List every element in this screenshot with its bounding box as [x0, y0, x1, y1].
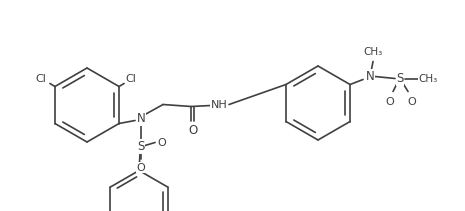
Text: N: N [365, 70, 374, 83]
Text: S: S [396, 72, 404, 85]
Text: S: S [137, 140, 145, 153]
Text: O: O [408, 96, 417, 107]
Text: CH₃: CH₃ [418, 73, 438, 84]
Text: O: O [385, 96, 394, 107]
Text: N: N [137, 112, 146, 125]
Text: CH₃: CH₃ [364, 46, 383, 57]
Text: Cl: Cl [126, 73, 137, 84]
Text: O: O [188, 124, 198, 137]
Text: O: O [137, 162, 146, 173]
Text: O: O [158, 138, 166, 147]
Text: Cl: Cl [35, 73, 46, 84]
Text: NH: NH [211, 100, 227, 110]
